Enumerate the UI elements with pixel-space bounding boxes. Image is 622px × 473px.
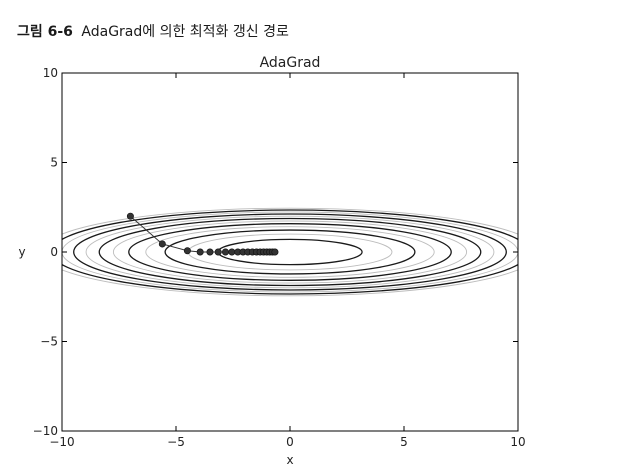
- x-tick-label: 5: [400, 435, 408, 449]
- figure-caption: 그림 6-6 AdaGrad에 의한 최적화 갱신 경로: [17, 21, 289, 41]
- contour-line: [85, 215, 495, 289]
- plot-frame: [61, 72, 519, 432]
- optimization-points: [126, 212, 279, 256]
- path-point: [206, 248, 214, 256]
- x-tick-label: −10: [49, 435, 74, 449]
- y-axis-ticks: −10 −5 0 5 10: [33, 66, 518, 438]
- contour-line: [62, 211, 518, 293]
- contour-line: [62, 207, 518, 297]
- figure-caption-text: AdaGrad에 의한 최적화 갱신 경로: [81, 24, 289, 40]
- y-tick-label: −5: [40, 335, 58, 349]
- contour-line: [164, 229, 416, 275]
- contour-lines: [62, 207, 518, 297]
- contour-line: [112, 220, 468, 284]
- y-tick-label: −10: [33, 424, 58, 438]
- contour-line: [98, 217, 482, 287]
- figure-number: 그림 6-6: [17, 24, 73, 40]
- contour-line: [128, 223, 452, 281]
- y-tick-label: 10: [43, 66, 58, 80]
- path-point: [196, 248, 204, 256]
- x-axis-label: x: [286, 453, 293, 467]
- path-point: [228, 248, 236, 256]
- path-point: [158, 240, 166, 248]
- contour-line: [145, 226, 435, 278]
- path-point: [126, 212, 134, 220]
- y-tick-label: 0: [50, 245, 58, 259]
- x-tick-label: 0: [286, 435, 294, 449]
- x-tick-label: 10: [510, 435, 525, 449]
- x-tick-label: −5: [167, 435, 185, 449]
- contour-line: [62, 209, 518, 295]
- path-point: [271, 248, 279, 256]
- y-tick-label: 5: [50, 156, 58, 170]
- path-point: [214, 248, 222, 256]
- y-axis-label: y: [18, 245, 25, 259]
- contour-line: [73, 213, 507, 291]
- chart-title: AdaGrad: [260, 55, 321, 71]
- path-point: [183, 247, 191, 255]
- path-point: [221, 248, 229, 256]
- x-axis-ticks: −10 −5 0 5 10: [49, 73, 526, 449]
